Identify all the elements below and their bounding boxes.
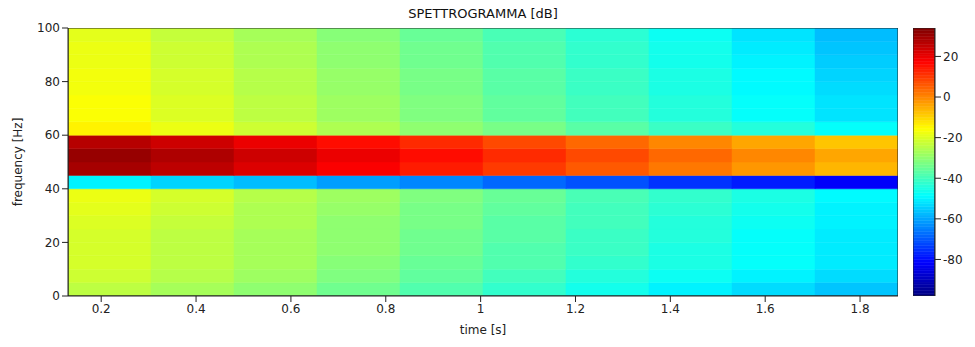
svg-text:0: 0 bbox=[52, 289, 60, 303]
svg-text:1.4: 1.4 bbox=[661, 302, 680, 316]
svg-text:100: 100 bbox=[37, 21, 60, 35]
svg-text:-80: -80 bbox=[943, 253, 963, 267]
svg-text:0.6: 0.6 bbox=[281, 302, 300, 316]
svg-text:60: 60 bbox=[45, 128, 60, 142]
svg-text:frequency [Hz]: frequency [Hz] bbox=[11, 118, 25, 207]
svg-text:0.4: 0.4 bbox=[187, 302, 206, 316]
svg-text:-60: -60 bbox=[943, 212, 963, 226]
svg-text:time [s]: time [s] bbox=[460, 323, 507, 337]
svg-text:1.6: 1.6 bbox=[756, 302, 775, 316]
svg-text:1.2: 1.2 bbox=[566, 302, 585, 316]
svg-text:1: 1 bbox=[477, 302, 485, 316]
svg-text:20: 20 bbox=[45, 236, 60, 250]
svg-text:20: 20 bbox=[943, 50, 958, 64]
svg-text:-40: -40 bbox=[943, 172, 963, 186]
svg-text:0: 0 bbox=[943, 90, 951, 104]
svg-text:0.8: 0.8 bbox=[376, 302, 395, 316]
svg-text:80: 80 bbox=[45, 75, 60, 89]
html-text:SPETTROGRAMMA [dB]: SPETTROGRAMMA [dB] bbox=[408, 6, 558, 21]
svg-text:-20: -20 bbox=[943, 131, 963, 145]
svg-text:40: 40 bbox=[45, 182, 60, 196]
svg-text:0.2: 0.2 bbox=[92, 302, 111, 316]
svg-text:1.8: 1.8 bbox=[851, 302, 870, 316]
